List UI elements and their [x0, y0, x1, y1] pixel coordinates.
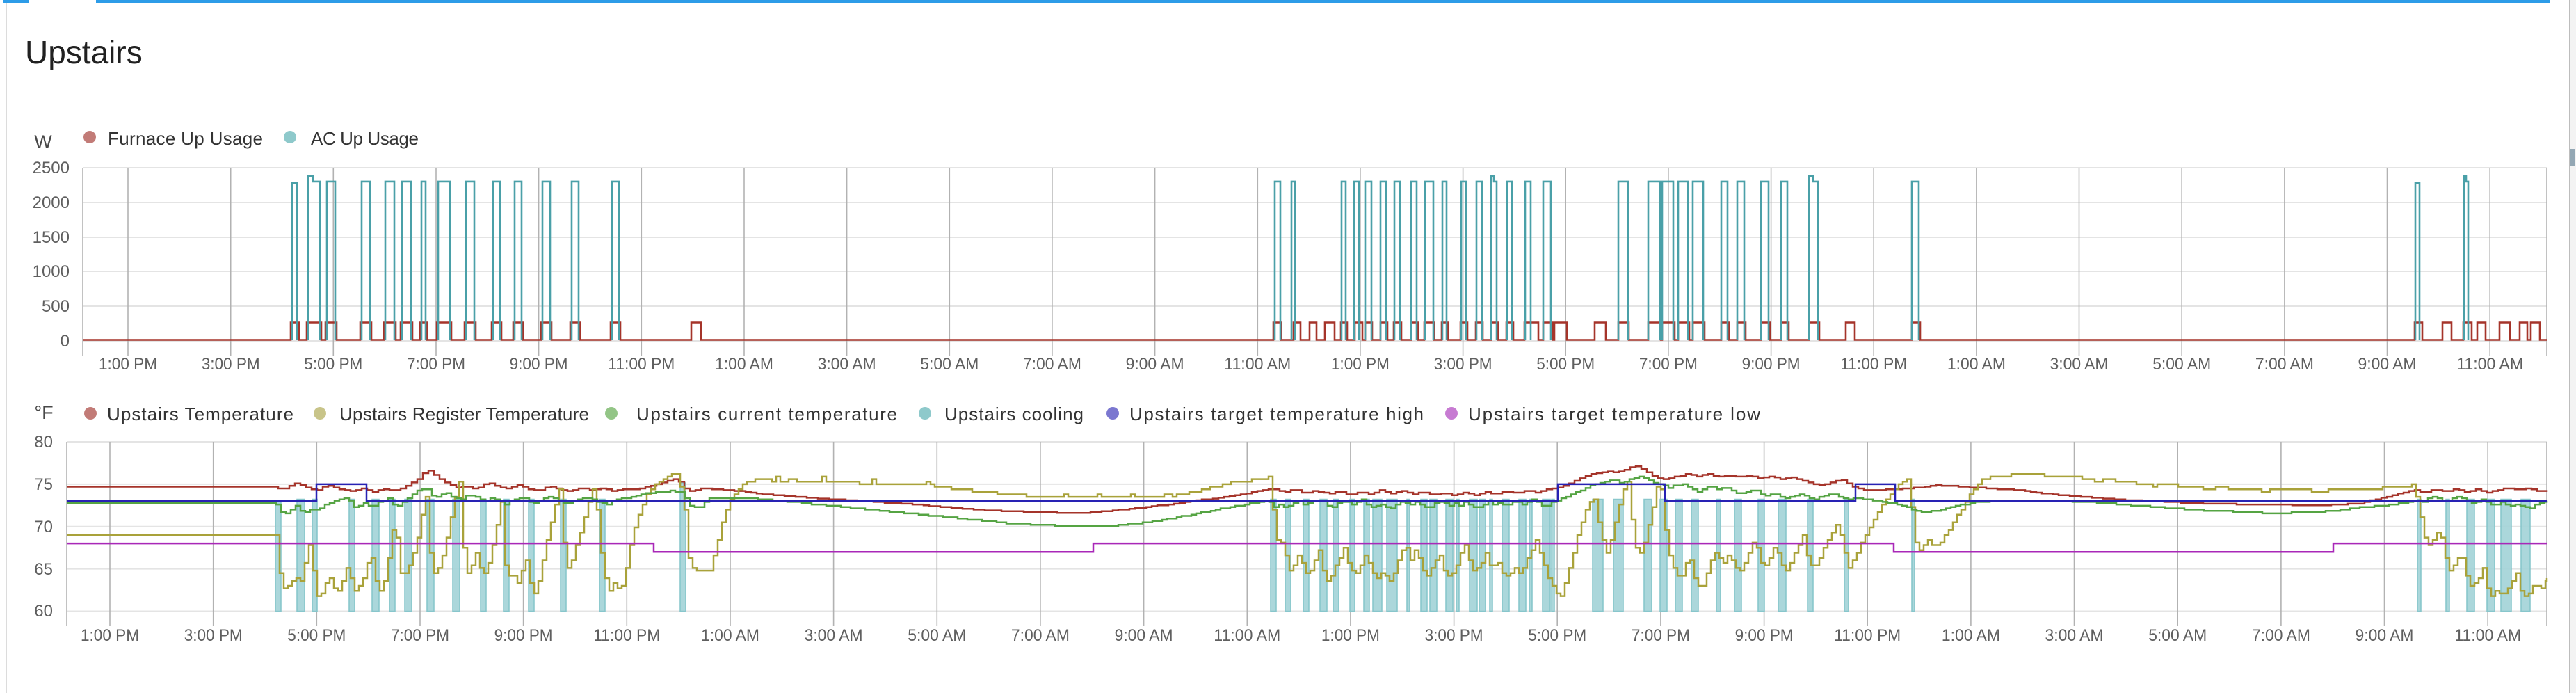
- svg-text:80: 80: [34, 433, 53, 452]
- svg-text:11:00 PM: 11:00 PM: [593, 626, 660, 645]
- svg-text:11:00 PM: 11:00 PM: [1834, 626, 1901, 645]
- svg-text:11:00 AM: 11:00 AM: [2454, 626, 2521, 645]
- svg-text:1:00 PM: 1:00 PM: [1321, 626, 1380, 645]
- svg-text:Upstairs cooling: Upstairs cooling: [944, 404, 1084, 424]
- svg-text:Furnace Up Usage: Furnace Up Usage: [108, 128, 263, 149]
- svg-text:2000: 2000: [33, 193, 70, 212]
- svg-text:9:00 AM: 9:00 AM: [1126, 355, 1184, 374]
- svg-text:9:00 PM: 9:00 PM: [510, 355, 568, 374]
- svg-text:9:00 PM: 9:00 PM: [1735, 626, 1794, 645]
- svg-text:9:00 AM: 9:00 AM: [2356, 626, 2414, 645]
- svg-text:5:00 AM: 5:00 AM: [2152, 355, 2211, 374]
- svg-text:60: 60: [34, 602, 53, 621]
- svg-text:11:00 PM: 11:00 PM: [1840, 355, 1907, 374]
- svg-text:W: W: [34, 132, 52, 152]
- svg-text:65: 65: [34, 560, 53, 579]
- svg-text:7:00 AM: 7:00 AM: [2252, 626, 2310, 645]
- svg-text:3:00 AM: 3:00 AM: [2045, 626, 2104, 645]
- svg-text:°F: °F: [34, 402, 53, 423]
- svg-text:11:00 PM: 11:00 PM: [608, 355, 675, 374]
- svg-text:9:00 PM: 9:00 PM: [494, 626, 553, 645]
- svg-text:3:00 PM: 3:00 PM: [184, 626, 243, 645]
- svg-text:Upstairs: Upstairs: [25, 34, 143, 70]
- svg-text:7:00 PM: 7:00 PM: [1632, 626, 1690, 645]
- svg-text:5:00 PM: 5:00 PM: [304, 355, 362, 374]
- svg-text:Upstairs Temperature: Upstairs Temperature: [107, 404, 293, 424]
- svg-text:70: 70: [34, 518, 53, 536]
- svg-text:5:00 AM: 5:00 AM: [920, 355, 979, 374]
- svg-text:Upstairs Register Temperature: Upstairs Register Temperature: [339, 404, 589, 424]
- svg-text:7:00 AM: 7:00 AM: [2255, 355, 2314, 374]
- svg-text:2500: 2500: [33, 159, 70, 177]
- svg-text:7:00 AM: 7:00 AM: [1011, 626, 1070, 645]
- svg-text:1:00 PM: 1:00 PM: [81, 626, 139, 645]
- svg-text:AC Up Usage: AC Up Usage: [311, 128, 419, 149]
- svg-text:7:00 PM: 7:00 PM: [407, 355, 465, 374]
- svg-text:1:00 AM: 1:00 AM: [715, 355, 773, 374]
- svg-text:1000: 1000: [33, 262, 70, 281]
- svg-text:Upstairs current temperature: Upstairs current temperature: [636, 404, 897, 424]
- svg-text:Upstairs target temperature lo: Upstairs target temperature low: [1468, 404, 1760, 424]
- svg-text:1500: 1500: [33, 228, 70, 247]
- svg-text:7:00 AM: 7:00 AM: [1023, 355, 1081, 374]
- svg-text:3:00 AM: 3:00 AM: [805, 626, 863, 645]
- svg-text:7:00 PM: 7:00 PM: [1639, 355, 1698, 374]
- svg-text:9:00 PM: 9:00 PM: [1742, 355, 1801, 374]
- svg-text:3:00 PM: 3:00 PM: [1434, 355, 1492, 374]
- svg-text:11:00 AM: 11:00 AM: [1214, 626, 1280, 645]
- svg-text:1:00 PM: 1:00 PM: [99, 355, 157, 374]
- svg-text:3:00 PM: 3:00 PM: [1425, 626, 1483, 645]
- svg-text:500: 500: [42, 297, 70, 316]
- svg-text:1:00 AM: 1:00 AM: [1942, 626, 2000, 645]
- svg-text:5:00 AM: 5:00 AM: [908, 626, 966, 645]
- svg-text:11:00 AM: 11:00 AM: [1224, 355, 1291, 374]
- svg-text:75: 75: [34, 475, 53, 494]
- svg-text:5:00 PM: 5:00 PM: [1536, 355, 1595, 374]
- svg-text:1:00 PM: 1:00 PM: [1331, 355, 1390, 374]
- svg-text:11:00 AM: 11:00 AM: [2456, 355, 2523, 374]
- svg-text:5:00 PM: 5:00 PM: [1528, 626, 1586, 645]
- svg-text:5:00 PM: 5:00 PM: [287, 626, 346, 645]
- svg-text:3:00 AM: 3:00 AM: [2050, 355, 2109, 374]
- svg-text:1:00 AM: 1:00 AM: [701, 626, 759, 645]
- svg-text:Upstairs target temperature hi: Upstairs target temperature high: [1129, 404, 1424, 424]
- svg-text:3:00 PM: 3:00 PM: [202, 355, 260, 374]
- svg-text:9:00 AM: 9:00 AM: [2358, 355, 2417, 374]
- svg-text:9:00 AM: 9:00 AM: [1115, 626, 1173, 645]
- svg-text:3:00 AM: 3:00 AM: [818, 355, 876, 374]
- svg-text:5:00 AM: 5:00 AM: [2148, 626, 2207, 645]
- svg-text:0: 0: [61, 332, 70, 351]
- svg-text:7:00 PM: 7:00 PM: [391, 626, 449, 645]
- svg-text:1:00 AM: 1:00 AM: [1947, 355, 2006, 374]
